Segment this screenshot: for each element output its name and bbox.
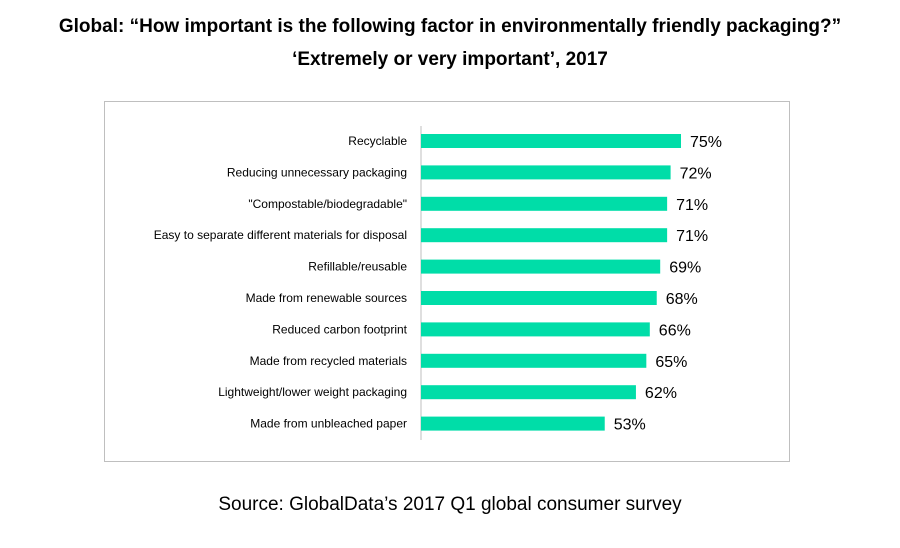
category-label: Recyclable xyxy=(348,134,407,148)
data-label: 68% xyxy=(666,291,698,308)
category-label: Made from unbleached paper xyxy=(250,417,407,431)
bar xyxy=(421,353,647,368)
chart-subtitle: ‘Extremely or very important’, 2017 xyxy=(292,49,608,70)
bar xyxy=(421,165,671,180)
data-label: 71% xyxy=(676,228,708,245)
data-label: 62% xyxy=(645,385,677,402)
chart-title: Global: “How important is the following … xyxy=(58,16,842,37)
category-label: Reduced carbon footprint xyxy=(272,322,407,336)
category-label: Lightweight/lower weight packaging xyxy=(218,385,407,399)
category-label: Made from recycled materials xyxy=(250,354,407,368)
bar xyxy=(421,228,668,243)
data-label: 65% xyxy=(655,354,687,371)
chart-frame xyxy=(104,101,790,462)
bar xyxy=(421,259,661,274)
data-label: 72% xyxy=(680,165,712,182)
bar xyxy=(421,291,657,305)
category-label: Reducing unnecessary packaging xyxy=(227,165,407,179)
bar xyxy=(421,416,605,431)
bar xyxy=(421,196,668,211)
data-label: 69% xyxy=(669,260,701,277)
data-label: 75% xyxy=(690,134,722,151)
category-label: Refillable/reusable xyxy=(308,260,407,274)
data-label: 71% xyxy=(676,197,708,214)
bar xyxy=(421,322,650,337)
category-label: Easy to separate different materials for… xyxy=(154,228,407,242)
category-label: "Compostable/biodegradable" xyxy=(248,197,407,211)
data-label: 53% xyxy=(614,417,646,434)
data-label: 66% xyxy=(659,322,691,339)
source-note: Source: GlobalData’s 2017 Q1 global cons… xyxy=(218,494,682,515)
bar xyxy=(421,134,681,148)
bar xyxy=(421,385,636,400)
category-label: Made from renewable sources xyxy=(246,291,407,305)
